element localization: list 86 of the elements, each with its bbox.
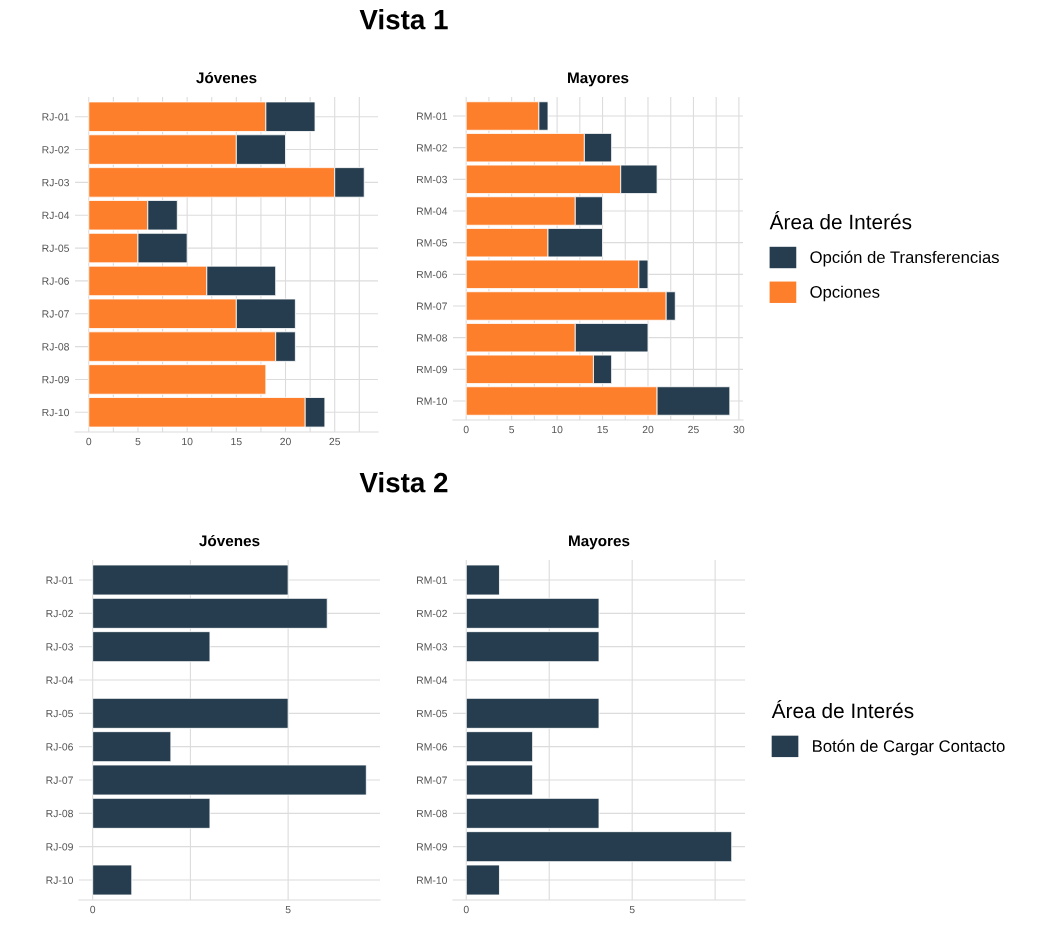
bar — [465, 797, 600, 829]
chart-title: Mayores — [569, 535, 630, 550]
bar — [92, 797, 211, 829]
y-tick-label: RJ-06 — [42, 277, 69, 285]
y-tick-label: RM-05 — [417, 709, 448, 718]
y-tick-label: RJ-07 — [46, 776, 73, 784]
y-tick-label: RJ-09 — [42, 375, 69, 384]
x-tick-label: 0 — [463, 425, 469, 434]
bar — [465, 697, 600, 729]
chart-title: Jóvenes — [196, 71, 257, 84]
y-tick-label: RM-04 — [417, 676, 448, 684]
y-tick-label: RJ-10 — [46, 876, 74, 884]
y-tick-label: RJ-10 — [42, 408, 70, 417]
y-tick-label: RM-03 — [417, 643, 447, 651]
y-tick-label: RJ-05 — [46, 709, 74, 718]
y-tick-label: RM-02 — [417, 609, 447, 618]
x-tick-label: 20 — [280, 437, 291, 446]
y-tick-label: RM-08 — [417, 334, 447, 342]
text: Vista 2 — [359, 472, 448, 493]
x-tick-label: 15 — [231, 437, 242, 446]
legend-title: Área de Interés — [769, 211, 912, 230]
y-tick-label: RJ-01 — [42, 113, 69, 121]
y-tick-label: RM-05 — [417, 239, 448, 247]
chart-title: Mayores — [568, 72, 629, 87]
y-tick-label: RM-08 — [417, 809, 447, 818]
y-tick-label: RM-06 — [417, 270, 447, 279]
bar — [92, 597, 328, 629]
y-tick-label: RJ-02 — [42, 146, 69, 154]
y-tick-label: RJ-01 — [46, 576, 73, 584]
bar — [92, 631, 211, 663]
y-tick-label: RM-01 — [417, 576, 447, 584]
legend-label: Opción de Transferencias — [810, 250, 999, 267]
bar — [465, 597, 600, 629]
y-tick-label: RJ-08 — [42, 343, 69, 351]
x-tick-label: 0 — [463, 905, 469, 914]
x-tick-label: 5 — [629, 905, 635, 914]
x-tick-label: 10 — [182, 437, 193, 446]
y-tick-label: RM-07 — [417, 302, 447, 310]
bar — [465, 631, 600, 663]
x-tick-label: 30 — [733, 425, 745, 434]
y-tick-label: RJ-04 — [42, 211, 70, 220]
y-tick-label: RJ-09 — [46, 843, 73, 851]
text: Vista 1 — [359, 9, 448, 30]
legend-label: Botón de Cargar Contacto — [813, 739, 1005, 756]
bar — [92, 764, 367, 796]
y-tick-label: RM-10 — [417, 876, 448, 884]
x-tick-label: 25 — [688, 425, 699, 434]
y-tick-label: RM-09 — [417, 365, 447, 374]
y-tick-label: RM-07 — [417, 776, 447, 784]
bar — [465, 831, 733, 863]
y-tick-label: RJ-04 — [46, 676, 74, 684]
y-tick-label: RM-04 — [417, 207, 448, 215]
y-tick-label: RJ-02 — [46, 609, 73, 618]
x-tick-label: 0 — [86, 437, 92, 446]
y-tick-label: RJ-05 — [42, 244, 70, 252]
bar — [88, 364, 267, 395]
bar — [465, 864, 500, 896]
y-tick-label: RM-10 — [417, 397, 448, 405]
bar — [465, 564, 500, 596]
y-tick-label: RJ-03 — [42, 178, 69, 187]
y-tick-label: RM-06 — [417, 743, 447, 751]
y-tick-label: RJ-06 — [46, 743, 73, 751]
x-tick-label: 20 — [642, 425, 654, 434]
y-tick-label: RM-09 — [417, 843, 447, 851]
bar — [465, 764, 534, 796]
legend-title: Área de Interés — [771, 699, 914, 719]
y-tick-label: RM-01 — [417, 112, 447, 120]
bar — [92, 864, 133, 896]
y-tick-label: RM-02 — [417, 144, 447, 152]
y-tick-label: RM-03 — [417, 175, 447, 184]
bar — [92, 697, 289, 729]
y-tick-label: RJ-07 — [42, 310, 69, 318]
x-tick-label: 5 — [509, 425, 515, 434]
x-tick-label: 5 — [135, 437, 141, 446]
x-tick-label: 25 — [329, 437, 341, 446]
chart-title: Jóvenes — [199, 534, 260, 547]
y-tick-label: RJ-08 — [46, 809, 73, 818]
bar — [92, 564, 289, 596]
y-tick-label: RJ-03 — [46, 643, 73, 651]
legend-label: Opciones — [810, 285, 880, 302]
x-tick-label: 15 — [597, 425, 608, 434]
x-tick-label: 5 — [285, 905, 291, 914]
bar — [92, 731, 172, 763]
x-tick-label: 0 — [90, 905, 96, 914]
bar — [465, 731, 534, 763]
x-tick-label: 10 — [552, 425, 563, 434]
